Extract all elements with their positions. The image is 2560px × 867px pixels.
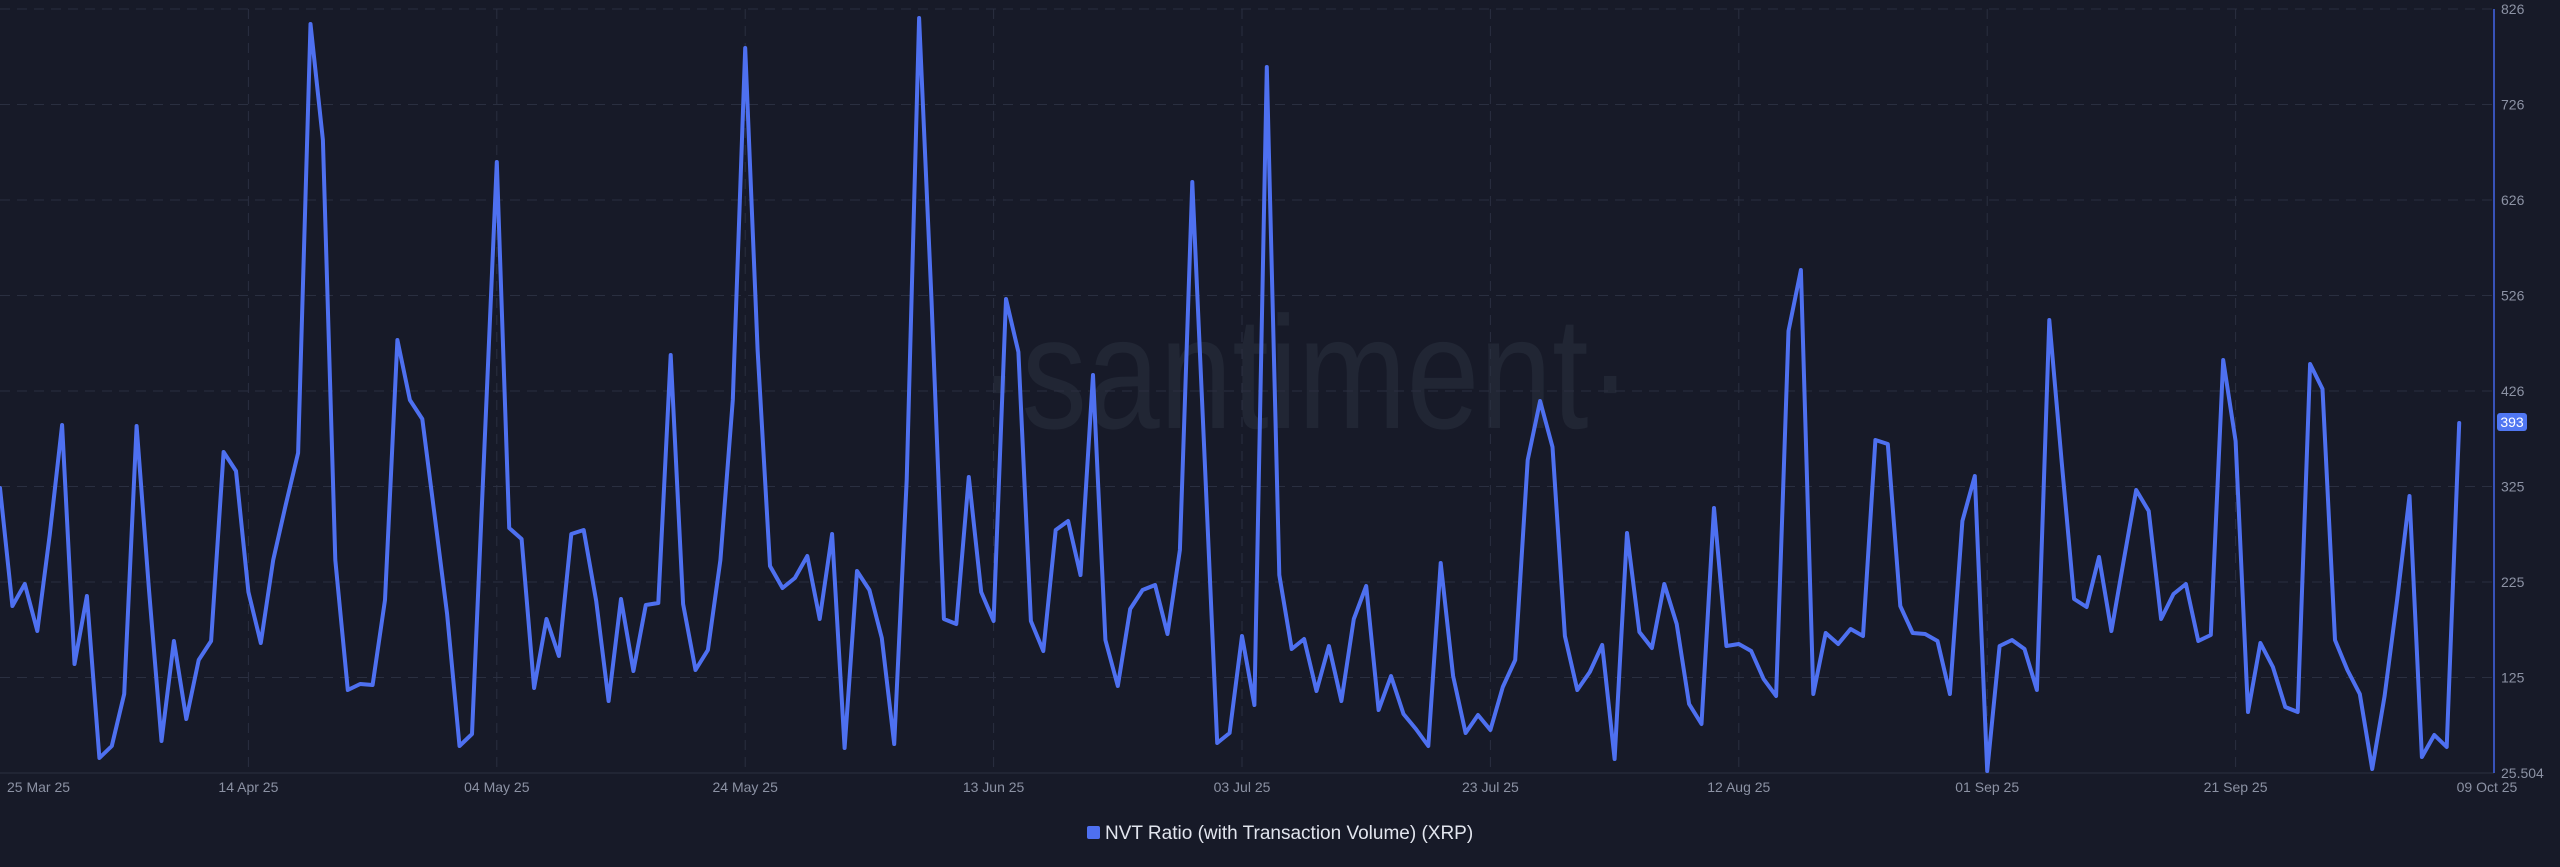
svg-text:·santiment·: ·santiment· xyxy=(978,283,1632,462)
svg-text:03 Jul 25: 03 Jul 25 xyxy=(1214,779,1271,795)
svg-text:526: 526 xyxy=(2501,288,2525,304)
svg-text:25.504: 25.504 xyxy=(2501,765,2544,781)
svg-text:09 Oct 25: 09 Oct 25 xyxy=(2457,779,2518,795)
svg-text:13 Jun 25: 13 Jun 25 xyxy=(963,779,1025,795)
svg-text:125: 125 xyxy=(2501,670,2525,686)
svg-text:626: 626 xyxy=(2501,192,2525,208)
svg-text:04 May 25: 04 May 25 xyxy=(464,779,530,795)
svg-text:21 Sep 25: 21 Sep 25 xyxy=(2204,779,2268,795)
svg-text:25 Mar 25: 25 Mar 25 xyxy=(7,779,70,795)
svg-text:01 Sep 25: 01 Sep 25 xyxy=(1955,779,2019,795)
svg-text:225: 225 xyxy=(2501,574,2525,590)
svg-text:12 Aug 25: 12 Aug 25 xyxy=(1707,779,1770,795)
svg-text:23 Jul 25: 23 Jul 25 xyxy=(1462,779,1519,795)
svg-text:24 May 25: 24 May 25 xyxy=(713,779,779,795)
svg-text:826: 826 xyxy=(2501,1,2525,17)
svg-text:426: 426 xyxy=(2501,383,2525,399)
svg-text:NVT Ratio (with Transaction Vo: NVT Ratio (with Transaction Volume) (XRP… xyxy=(1105,823,1473,844)
svg-text:325: 325 xyxy=(2501,479,2525,495)
svg-text:393: 393 xyxy=(2500,414,2524,430)
svg-text:726: 726 xyxy=(2501,97,2525,113)
svg-text:14 Apr 25: 14 Apr 25 xyxy=(218,779,278,795)
